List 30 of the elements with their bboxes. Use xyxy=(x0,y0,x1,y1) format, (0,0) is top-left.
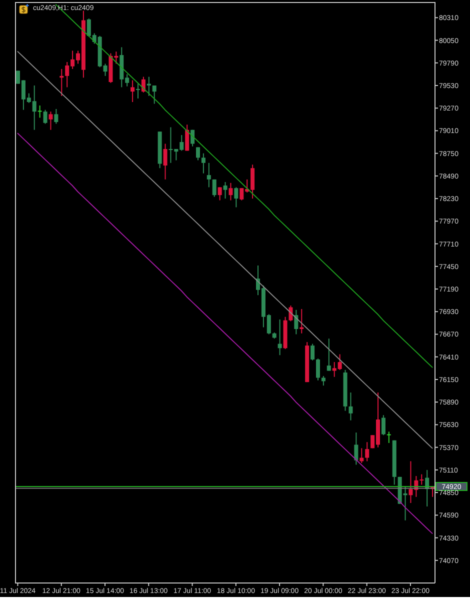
candlestick xyxy=(201,152,206,174)
candlestick xyxy=(38,105,42,118)
candlestick xyxy=(54,108,58,124)
candlestick xyxy=(348,392,353,421)
candlestick xyxy=(152,84,156,104)
candlestick xyxy=(43,109,48,124)
candlestick xyxy=(386,431,391,444)
line-series xyxy=(17,51,433,449)
candlestick xyxy=(163,143,168,180)
candlestick xyxy=(130,80,135,103)
candlestick xyxy=(321,375,326,386)
candlestick xyxy=(310,343,315,361)
candlestick xyxy=(228,182,233,201)
candlestick xyxy=(354,432,358,466)
candlestick xyxy=(326,338,331,372)
candlestick xyxy=(48,111,53,130)
candlestick xyxy=(294,309,298,335)
candlestick xyxy=(218,186,222,201)
candlestick xyxy=(206,162,211,188)
candlestick xyxy=(136,83,140,100)
candlestick xyxy=(365,442,370,462)
candlestick xyxy=(212,178,216,198)
candlestick xyxy=(196,146,200,161)
candlestick xyxy=(223,182,228,200)
candlestick xyxy=(381,414,386,436)
candlestick xyxy=(278,318,282,356)
line-series xyxy=(17,132,433,534)
candlestick xyxy=(234,186,238,208)
candlestick xyxy=(420,474,424,486)
candlestick xyxy=(316,358,320,381)
